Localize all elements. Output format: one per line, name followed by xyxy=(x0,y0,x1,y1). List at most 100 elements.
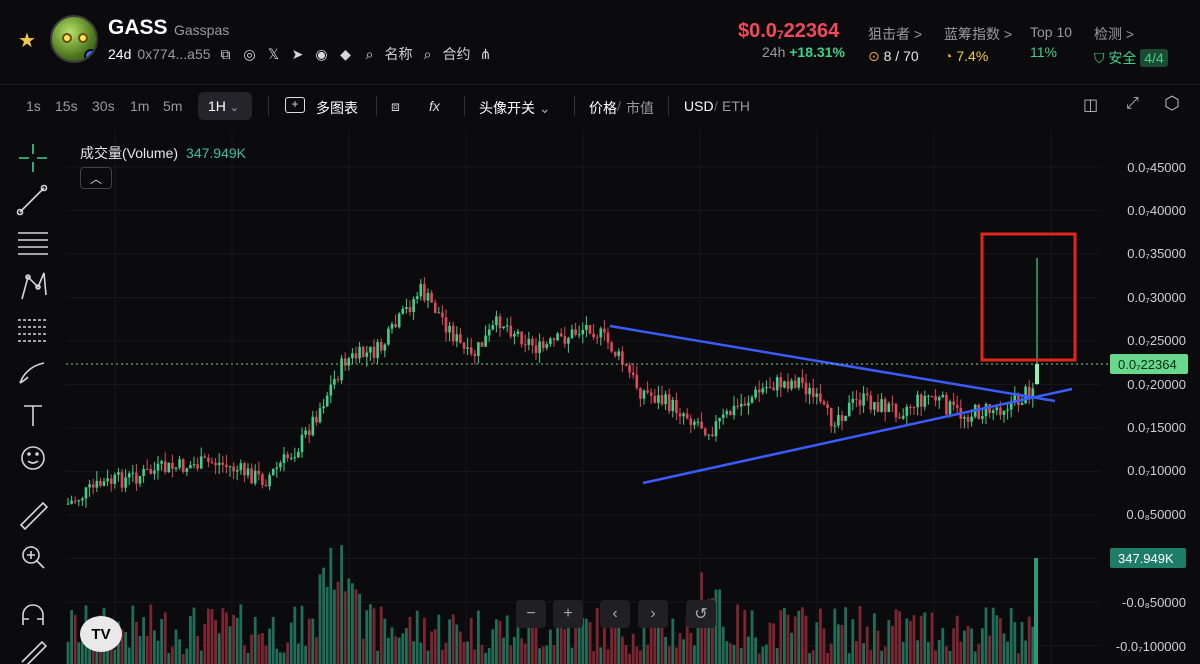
copy-icon[interactable]: ⧉ xyxy=(220,45,231,62)
candle-body xyxy=(178,459,181,468)
scroll-right-button[interactable]: › xyxy=(638,600,668,628)
candle-body xyxy=(826,404,829,409)
volume-bar xyxy=(995,615,999,664)
volume-bar xyxy=(207,608,210,664)
x-twitter-icon[interactable]: 𝕏 xyxy=(267,45,280,62)
avatar-toggle-button[interactable]: 头像开关 ⌄ xyxy=(479,100,551,116)
zoom-out-button[interactable]: − xyxy=(516,600,546,628)
search-name-icon[interactable]: ⌕ xyxy=(365,45,374,62)
ruler-tool[interactable] xyxy=(14,499,50,535)
volume-bar xyxy=(221,608,225,664)
volume-bar xyxy=(246,652,250,664)
candle-body xyxy=(405,307,408,309)
volume-bar xyxy=(955,615,959,664)
interval-5m[interactable]: 5m xyxy=(163,98,183,114)
security-check-stat[interactable]: 检测 > ⛉ 安全 4/4 xyxy=(1094,24,1168,68)
eth-unit-button[interactable]: ETH xyxy=(722,98,750,114)
camera-icon[interactable]: ◫ xyxy=(1083,97,1099,114)
text-tool[interactable] xyxy=(14,397,50,433)
horizontal-line-tool[interactable] xyxy=(14,225,50,261)
volume-bar xyxy=(628,653,631,664)
volume-bar xyxy=(916,640,919,664)
price-axis[interactable]: 0.0₇45000 0.0₇40000 0.0₇35000 0.0₇30000 … xyxy=(1096,127,1200,664)
volume-bar xyxy=(253,617,257,664)
candle-body xyxy=(437,312,441,314)
search-contract-button[interactable]: 合约 xyxy=(442,46,471,62)
candle-body xyxy=(844,415,847,421)
collapse-legend-button[interactable]: ︿ xyxy=(80,167,112,189)
y-tick: 0.0₈50000 xyxy=(1126,507,1186,522)
volume-bar xyxy=(405,628,408,664)
volume-bar xyxy=(484,652,487,664)
candle-body xyxy=(441,312,444,318)
volume-bar xyxy=(588,622,592,664)
dex-icon[interactable]: ◆ xyxy=(340,45,351,62)
fullscreen-icon[interactable]: ⤢ xyxy=(1126,95,1139,112)
search-contract-icon[interactable]: ⌕ xyxy=(423,45,432,62)
candle-body xyxy=(117,472,120,475)
candle-body xyxy=(804,382,808,395)
candle-body xyxy=(271,468,275,476)
volume-bar xyxy=(282,652,286,664)
interval-30s[interactable]: 30s xyxy=(92,98,115,114)
volume-bar xyxy=(192,607,196,664)
volume-bar xyxy=(235,617,239,664)
crosshair-tool[interactable] xyxy=(14,141,50,177)
favorite-star-icon[interactable]: ★ xyxy=(18,30,36,52)
search-name-button[interactable]: 名称 xyxy=(384,46,413,62)
volume-bar xyxy=(329,547,333,664)
chart-grid xyxy=(66,130,1100,664)
volume-bar xyxy=(595,608,599,664)
pattern-tool[interactable] xyxy=(14,267,50,303)
volume-bar xyxy=(509,645,513,664)
explorer-icon[interactable]: ◉ xyxy=(315,45,328,62)
highlight-box xyxy=(980,232,1077,362)
magnet-tool[interactable] xyxy=(14,597,50,633)
volume-bar xyxy=(639,650,642,664)
telegram-icon[interactable]: ➤ xyxy=(291,45,304,62)
volume-bar xyxy=(232,614,235,664)
candle-body xyxy=(585,324,588,330)
reset-chart-button[interactable]: ↺ xyxy=(686,600,716,628)
volume-bar xyxy=(149,604,153,664)
emoji-tool[interactable] xyxy=(14,440,50,476)
volume-bar xyxy=(981,628,984,664)
interval-15s[interactable]: 15s xyxy=(55,98,78,114)
settings-gear-icon[interactable]: ⬡ xyxy=(1164,93,1180,113)
candle-body xyxy=(660,395,664,405)
brush-tool[interactable] xyxy=(14,355,50,391)
volume-bar xyxy=(408,617,412,664)
trendline-tool[interactable] xyxy=(14,183,50,219)
candle-style-icon[interactable]: ⧈ xyxy=(391,98,400,114)
zoom-tool[interactable] xyxy=(14,539,50,575)
share-icon[interactable]: ⋔ xyxy=(479,45,492,62)
multi-chart-button[interactable]: 多图表 xyxy=(316,100,358,116)
indicator-fx-icon[interactable]: fx xyxy=(429,98,440,114)
volume-bar xyxy=(631,633,635,664)
globe-icon[interactable]: ◎ xyxy=(243,45,256,62)
trendline-icon xyxy=(16,184,48,216)
candle-body xyxy=(829,408,833,427)
sniper-stat[interactable]: 狙击者 > ⊙ 8 / 70 xyxy=(868,26,923,64)
volume-bar xyxy=(919,615,923,664)
scroll-left-button[interactable]: ‹ xyxy=(600,600,630,628)
candle-body xyxy=(815,393,819,397)
price-mode-button[interactable]: 价格 xyxy=(589,100,617,116)
zoom-in-button[interactable]: + xyxy=(553,600,583,628)
interval-selected[interactable]: 1H ⌄ xyxy=(198,92,252,120)
fib-tool[interactable] xyxy=(14,311,50,347)
interval-1s[interactable]: 1s xyxy=(26,98,41,114)
volume-bar xyxy=(199,650,203,664)
candle-body xyxy=(599,328,603,338)
volume-bar xyxy=(883,646,887,664)
interval-1m[interactable]: 1m xyxy=(130,98,150,114)
usd-unit-button[interactable]: USD xyxy=(684,98,714,114)
candle-body xyxy=(667,394,671,412)
candle-body xyxy=(1017,394,1020,405)
add-chart-icon[interactable]: + xyxy=(285,97,305,113)
candle-body xyxy=(721,414,725,419)
breakout-volume-bar xyxy=(1034,558,1038,664)
bluechip-stat[interactable]: 蓝筹指数 > ◔ 7.4% xyxy=(944,26,1013,64)
zoom-in-icon xyxy=(22,546,45,569)
mcap-mode-button[interactable]: 市值 xyxy=(626,100,654,116)
